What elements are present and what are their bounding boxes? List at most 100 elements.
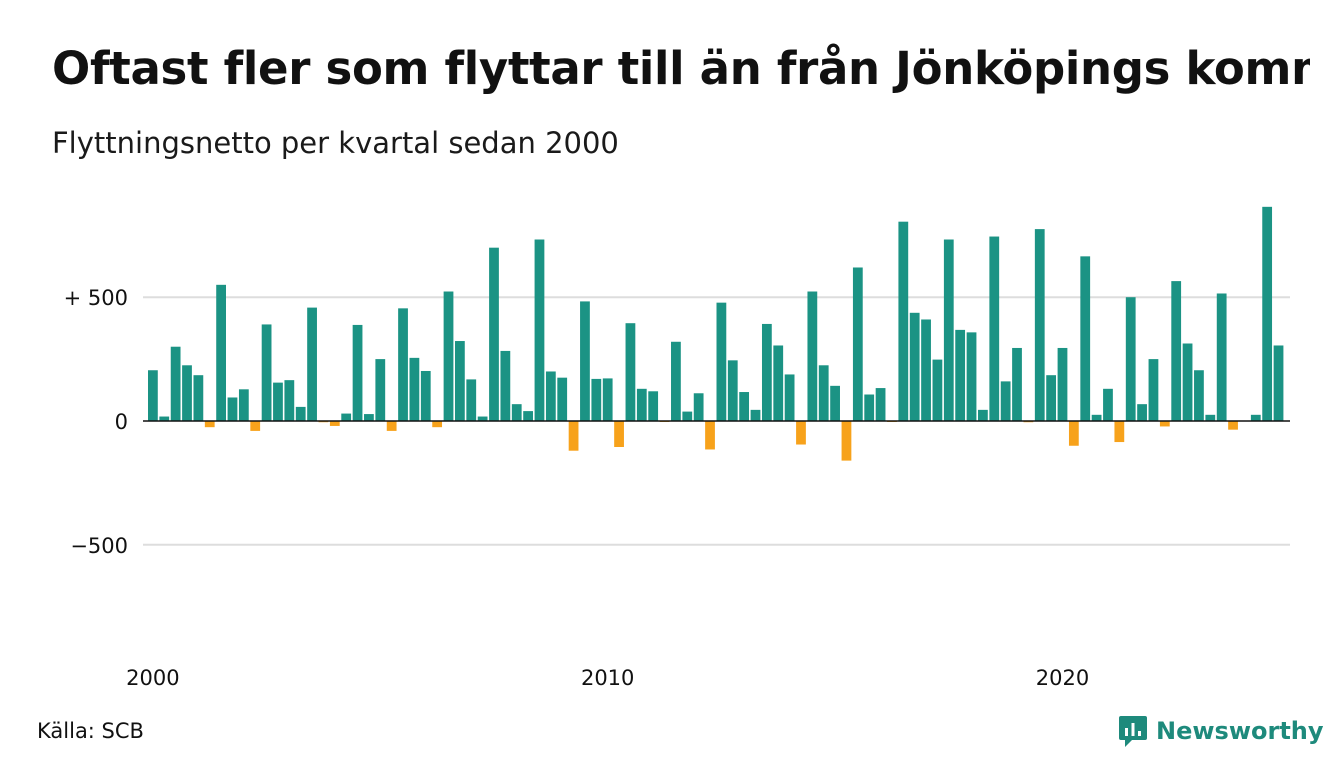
bar [1125, 297, 1136, 421]
bar [1159, 421, 1170, 427]
bar [568, 421, 579, 451]
bar [1068, 421, 1079, 446]
bar [966, 332, 977, 421]
bar [761, 323, 772, 421]
bar [511, 404, 522, 421]
bar [523, 411, 533, 421]
y-tick-label: + 500 [64, 286, 128, 310]
bar [1171, 281, 1182, 421]
bar [500, 350, 511, 421]
y-tick-label: 0 [115, 410, 128, 434]
bar [1046, 375, 1057, 421]
bar [364, 414, 374, 421]
bar [238, 389, 249, 421]
axis-labels: + 500 0 −500 2000 2010 2020 [64, 286, 1290, 690]
bar [898, 221, 909, 421]
bar [625, 323, 636, 421]
bar [182, 365, 192, 421]
bar [307, 307, 317, 421]
bar [1182, 343, 1193, 421]
bar [1262, 206, 1273, 421]
bar [170, 346, 181, 421]
bar [1091, 414, 1102, 421]
bar [341, 413, 352, 421]
bar [204, 421, 215, 428]
bar [671, 341, 681, 421]
bar [716, 302, 727, 421]
bar [545, 371, 556, 421]
bar [1216, 293, 1227, 421]
bar [955, 329, 966, 421]
bar [250, 421, 261, 431]
bar [443, 291, 454, 421]
bar [284, 380, 295, 421]
newsworthy-logo-icon [1119, 716, 1147, 747]
bar [420, 370, 431, 421]
bar [909, 312, 920, 421]
bar [1273, 345, 1284, 421]
bar [1114, 421, 1125, 443]
bar [750, 409, 761, 421]
bar [1228, 421, 1238, 430]
brand-logo[interactable]: Newsworthy [1118, 712, 1324, 750]
bar [352, 324, 363, 421]
bar [1000, 381, 1011, 421]
bar [489, 247, 499, 421]
bar [727, 360, 738, 421]
bar [830, 385, 840, 421]
y-tick-label: −500 [70, 534, 128, 558]
bar [432, 421, 443, 428]
bar [818, 365, 829, 421]
bar [648, 391, 659, 421]
chart-subtitle: Flyttningsnetto per kvartal sedan 2000 [52, 126, 619, 160]
bar [1137, 404, 1147, 421]
bar [784, 374, 795, 421]
bar [693, 393, 704, 421]
source-note: Källa: SCB [37, 719, 144, 743]
bar [796, 421, 806, 445]
bar [329, 421, 340, 426]
bar [943, 239, 954, 421]
bar [864, 394, 875, 421]
bar-chart: + 500 0 −500 2000 2010 2020 [64, 206, 1290, 690]
bar [534, 239, 545, 421]
bar [477, 416, 488, 421]
bar [386, 421, 397, 431]
x-tick-label: 2000 [126, 666, 179, 690]
bar [193, 375, 204, 421]
bar [295, 406, 306, 421]
bar [409, 357, 420, 421]
bar [705, 421, 715, 450]
bar [591, 378, 602, 421]
bar [261, 324, 272, 421]
chart-title: Oftast fler som flyttar till än från Jön… [52, 42, 1310, 95]
bar [159, 416, 170, 421]
bar [773, 345, 784, 421]
bar [1194, 370, 1204, 421]
bar [398, 308, 408, 421]
bar [148, 370, 158, 421]
bar [807, 291, 818, 421]
bar [375, 359, 386, 421]
bar [841, 421, 852, 461]
x-tick-label: 2020 [1036, 666, 1089, 690]
bar [1080, 256, 1091, 421]
brand-name: Newsworthy [1156, 717, 1324, 745]
bar [636, 388, 647, 421]
bar [1012, 347, 1022, 421]
bar [580, 301, 590, 421]
bar [273, 382, 283, 421]
bar [1103, 388, 1113, 421]
bar [557, 377, 568, 421]
bar [1250, 414, 1261, 421]
bar [614, 421, 624, 447]
bar [1205, 414, 1216, 421]
bar [852, 267, 863, 421]
bar [932, 359, 943, 421]
x-tick-label: 2010 [581, 666, 634, 690]
bar [1148, 359, 1159, 421]
bar [989, 236, 1000, 421]
gridlines [143, 296, 1290, 546]
bar [1057, 347, 1068, 421]
bar [739, 392, 750, 421]
